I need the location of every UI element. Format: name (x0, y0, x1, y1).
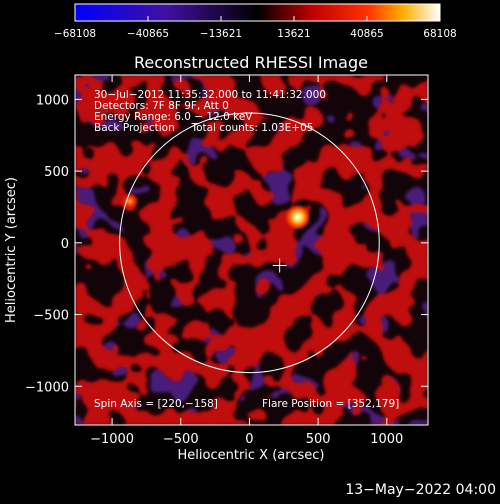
x-tick-label: −500 (163, 432, 199, 447)
colorbar-frame (74, 3, 441, 22)
plot-frame (74, 74, 429, 426)
y-tick-label: −500 (33, 309, 69, 324)
colorbar-tick-label: 68108 (423, 28, 456, 40)
colorbar-tick-label: −40865 (127, 28, 169, 40)
info-time-range: 30−Jul−2012 11:35:32.000 to 11:41:32.000 (94, 89, 326, 101)
chart-title: Reconstructed RHESSI Image (134, 53, 368, 72)
y-tick-label: 500 (44, 165, 69, 180)
x-tick-label: 500 (306, 432, 331, 447)
x-tick-label: 1000 (370, 432, 403, 447)
observation-info: 30−Jul−2012 11:35:32.000 to 11:41:32.000… (94, 89, 326, 134)
date-stamp: 13−May−2022 04:00 (345, 482, 496, 498)
spin-axis-marker (272, 258, 287, 273)
y-tick-label: 1000 (36, 93, 69, 108)
spin-axis-label: Spin Axis = [220,−158] (94, 398, 218, 410)
info-detectors: Detectors: 7F 8F 9F, Att 0 (94, 100, 229, 112)
y-axis-label: Heliocentric Y (arcsec) (4, 177, 19, 323)
image-panel (75, 75, 428, 425)
red-structure (75, 75, 428, 425)
y-tick-label: 0 (61, 237, 69, 252)
colorbar-tick-label: 40865 (350, 28, 383, 40)
colorbar-tick-label: −13621 (200, 28, 242, 40)
colorbar-tick-label: 13621 (277, 28, 310, 40)
flare-position-label: Flare Position = [352,179] (262, 398, 399, 410)
colorbar: −68108 −40865 −13621 13621 40865 68108 (54, 3, 457, 40)
info-energy-range: Energy Range: 6.0 − 12.0 keV (94, 111, 253, 123)
flare-source (284, 204, 311, 231)
y-tick-label: −1000 (25, 380, 69, 395)
x-tick-label: 0 (245, 432, 253, 447)
secondary-source (120, 192, 139, 211)
colorbar-tick-label: −68108 (54, 28, 96, 40)
x-tick-label: −1000 (90, 432, 134, 447)
solar-disk-outline (119, 112, 380, 374)
colorbar-gradient (75, 4, 440, 21)
info-method-counts: Back Projection Total counts: 1.03E+05 (94, 122, 313, 134)
x-axis-label: Heliocentric X (arcsec) (178, 448, 325, 463)
